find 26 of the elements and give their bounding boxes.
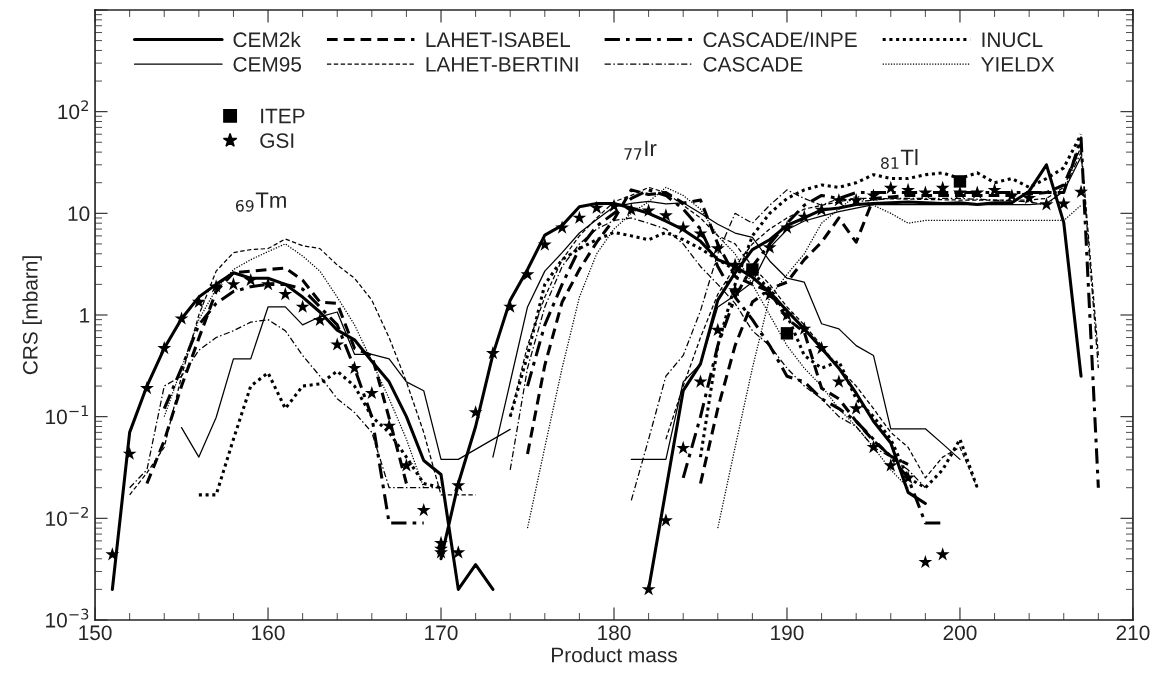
legend-label: LAHET-ISABEL [426,32,571,48]
legend-label: YIELDX [981,57,1055,72]
legend-label: CASCADE [703,56,803,72]
y-tick-label: 10$^{2}$ [58,100,89,120]
y-tick-label: 10 [68,206,90,222]
legend-label: ITEP [261,108,305,124]
y-tick-label: 10$^{−1}$ [46,405,89,425]
legend-label: LAHET-BERTINI [426,57,578,72]
x-tick-label: 160 [252,625,285,641]
annotation: $_{69}$Tm [235,192,286,212]
legend-label: GSI [260,133,294,148]
x-axis-title: Product mass [552,647,677,663]
annotation: $_{81}$Tl [881,148,918,169]
y-axis-title: CRS [mbarn] [22,256,42,375]
y-tick-label: 10$^{−2}$ [46,506,88,526]
legend-label: CEM95 [233,56,302,72]
x-tick-label: 200 [943,625,977,641]
y-tick-label: 1 [80,308,90,323]
x-tick-label: 210 [1116,625,1150,641]
annotation: $_{77}$Ir [624,140,657,160]
legend-label: CASCADE/INPE [703,31,857,48]
legend-label: CEM2k [233,31,301,48]
legend-label: INUCL [982,32,1043,48]
x-tick-label: 190 [771,625,804,641]
x-tick-label: 180 [598,625,631,641]
x-tick-label: 170 [425,625,458,641]
